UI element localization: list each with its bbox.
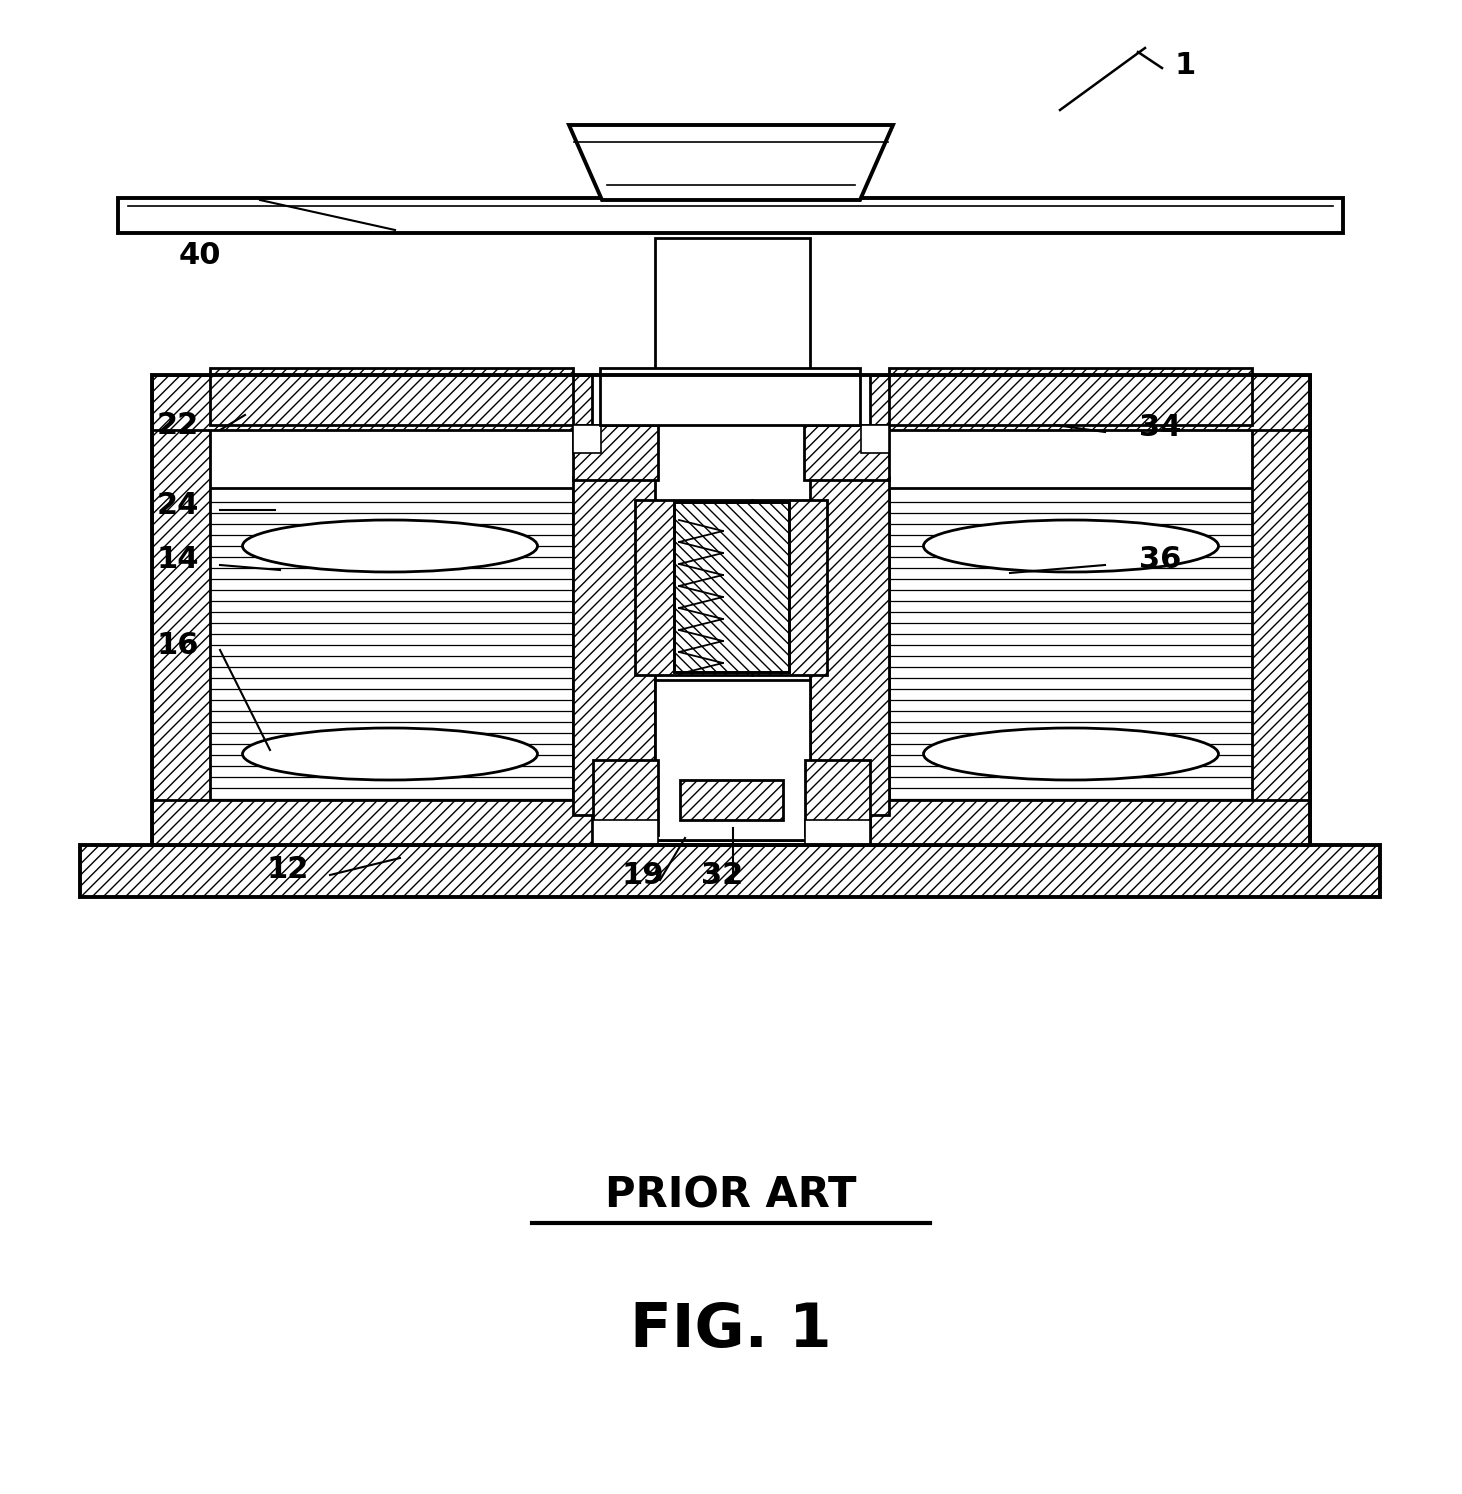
Ellipse shape	[243, 728, 538, 780]
Bar	[804, 477, 889, 816]
Bar	[152, 375, 592, 430]
Text: 32: 32	[700, 861, 743, 889]
Text: FIG. 1: FIG. 1	[630, 1300, 832, 1360]
Bar	[674, 502, 789, 672]
Text: 24: 24	[156, 490, 199, 520]
Text: 22: 22	[156, 411, 199, 439]
Bar	[861, 424, 889, 453]
Bar	[594, 820, 658, 846]
Bar	[889, 368, 1251, 424]
Bar	[80, 846, 1380, 896]
Bar	[573, 424, 601, 453]
Bar	[152, 375, 1310, 846]
Text: 12: 12	[266, 856, 308, 884]
Text: 16: 16	[156, 630, 199, 659]
Ellipse shape	[924, 520, 1218, 572]
Text: 34: 34	[1139, 412, 1181, 442]
Bar	[806, 760, 870, 835]
Polygon shape	[569, 125, 893, 200]
Bar	[152, 375, 211, 840]
Bar	[152, 799, 592, 846]
Bar	[889, 489, 1254, 805]
Bar	[870, 375, 1310, 430]
Text: 36: 36	[1139, 545, 1181, 575]
Ellipse shape	[924, 728, 1218, 780]
Bar	[806, 820, 870, 846]
Text: PRIOR ART: PRIOR ART	[605, 1174, 857, 1216]
Bar	[655, 680, 810, 840]
Text: 14: 14	[156, 545, 199, 575]
Bar	[674, 502, 789, 672]
Bar	[635, 500, 751, 675]
Text: 1: 1	[1174, 51, 1196, 79]
Bar	[751, 500, 827, 675]
Bar	[680, 780, 784, 820]
Bar	[1251, 375, 1310, 840]
Bar	[573, 477, 658, 816]
Bar	[211, 368, 573, 424]
Text: 19: 19	[621, 861, 664, 889]
Bar	[594, 760, 658, 835]
Ellipse shape	[243, 520, 538, 572]
Bar	[573, 424, 658, 480]
Bar	[118, 199, 1344, 233]
Bar	[208, 489, 573, 805]
Bar	[870, 799, 1310, 846]
Text: 40: 40	[178, 241, 221, 269]
Bar	[804, 424, 889, 480]
Bar	[655, 238, 810, 840]
Bar	[599, 368, 860, 424]
